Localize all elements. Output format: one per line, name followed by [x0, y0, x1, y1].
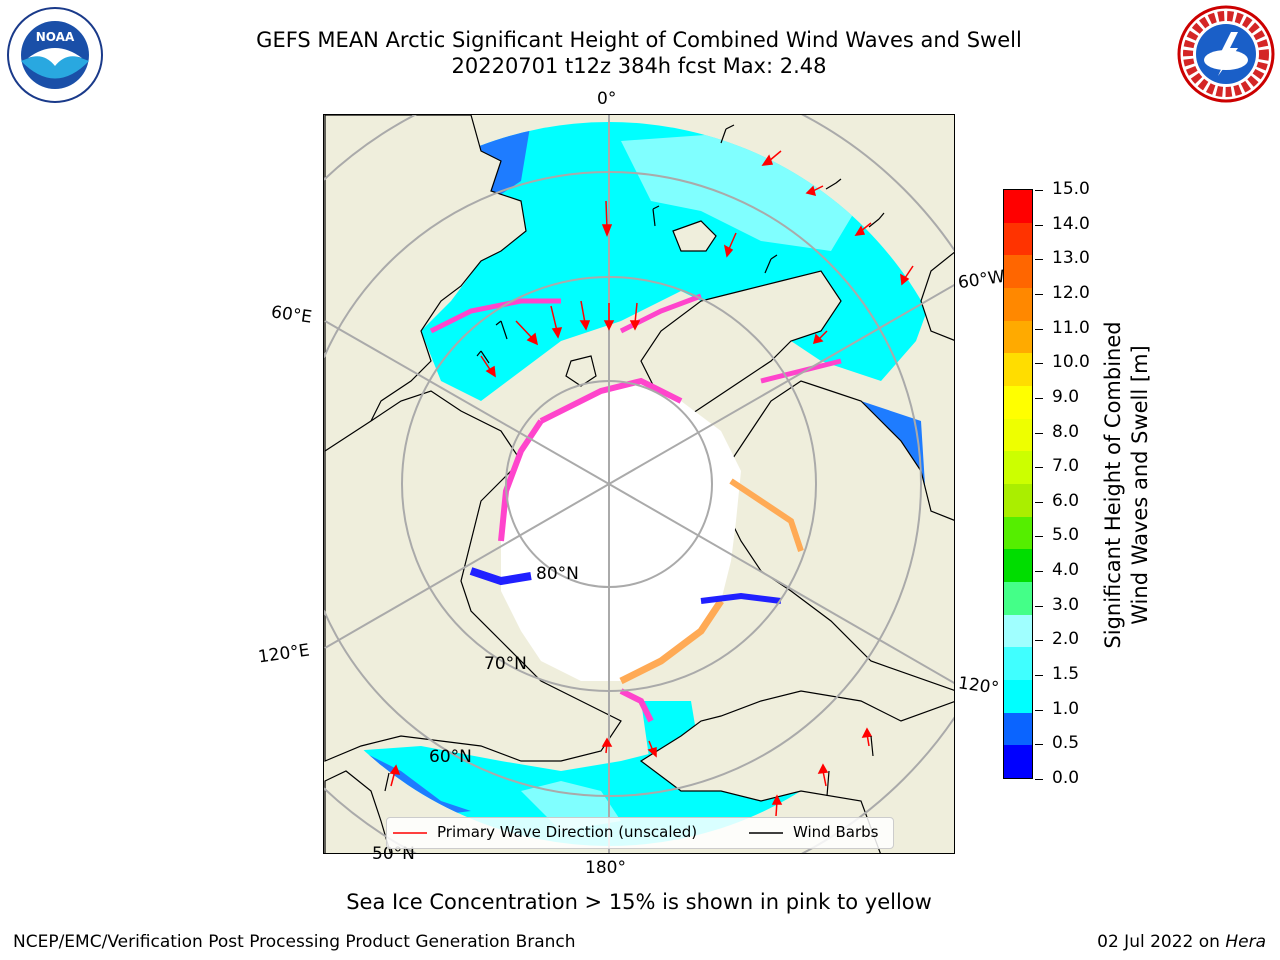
lon-label-180: 180° [585, 858, 626, 878]
colorbar-segment [1004, 614, 1032, 648]
colorbar-tick-label: 2.0 [1052, 629, 1080, 650]
colorbar-tick [1035, 363, 1043, 365]
colorbar-segment [1004, 222, 1032, 256]
noaa-logo-text: NOAA [36, 30, 75, 44]
chart-subtitle: 20220701 t12z 384h fcst Max: 2.48 [451, 54, 827, 78]
colorbar [1003, 189, 1033, 779]
colorbar-tick [1035, 224, 1043, 226]
colorbar-segment [1004, 745, 1032, 778]
colorbar-tick-label: 6.0 [1052, 490, 1080, 511]
colorbar-segment [1004, 288, 1032, 321]
colorbar-segment [1004, 255, 1032, 288]
wave-direction-legend-label: Primary Wave Direction (unscaled) [437, 823, 698, 841]
colorbar-segment [1004, 190, 1032, 223]
colorbar-tick [1035, 571, 1043, 573]
footer-host: Hera [1225, 932, 1266, 952]
lat-label-50: 50°N [372, 844, 415, 864]
colorbar-tick-label: 5.0 [1052, 525, 1080, 546]
colorbar-segment [1004, 680, 1032, 713]
wind-barbs-legend-line [749, 832, 783, 834]
lon-label-120w: 120° [956, 673, 1001, 699]
colorbar-segment [1004, 549, 1032, 582]
colorbar-tick-label: 15.0 [1052, 179, 1090, 199]
colorbar-segment [1004, 451, 1032, 484]
colorbar-tick-label: 11.0 [1052, 317, 1090, 338]
colorbar-tick-label: 0.0 [1052, 768, 1080, 788]
colorbar-segment [1004, 418, 1032, 452]
colorbar-tick-label: 3.0 [1052, 594, 1080, 615]
footer-left: NCEP/EMC/Verification Post Processing Pr… [13, 932, 576, 952]
colorbar-tick [1035, 501, 1043, 503]
colorbar-segment [1004, 320, 1032, 354]
colorbar-tick-label: 1.5 [1052, 664, 1080, 685]
colorbar-tick-label: 8.0 [1052, 421, 1080, 442]
colorbar-label-line1: Significant Height of Combined [1101, 321, 1125, 649]
colorbar-tick [1035, 467, 1043, 469]
sea-ice-note: Sea Ice Concentration > 15% is shown in … [346, 890, 932, 914]
colorbar-tick [1035, 744, 1043, 746]
colorbar-tick [1035, 536, 1043, 538]
nws-logo [1176, 4, 1276, 104]
lon-label-0: 0° [597, 89, 617, 109]
colorbar-tick [1035, 293, 1043, 295]
colorbar-tick-label: 10.0 [1052, 352, 1090, 373]
colorbar-segment [1004, 712, 1032, 746]
colorbar-tick [1035, 432, 1043, 434]
colorbar-tick [1035, 709, 1043, 711]
arctic-map: 80°N 70°N 60°N [323, 114, 955, 854]
map-legend: Primary Wave Direction (unscaled) Wind B… [386, 817, 894, 849]
wave-direction-arrows [389, 150, 914, 817]
colorbar-tick-label: 9.0 [1052, 386, 1080, 407]
wind-barbs-legend-label: Wind Barbs [793, 823, 879, 841]
colorbar-tick [1035, 640, 1043, 642]
lat-label-80: 80°N [536, 564, 579, 584]
lon-label-60e: 60°E [269, 302, 314, 328]
wave-direction-legend-line [393, 832, 427, 834]
land-outlines [324, 115, 954, 853]
wind-barbs [384, 124, 885, 797]
colorbar-tick [1035, 328, 1043, 330]
lat-label-60: 60°N [429, 747, 472, 767]
colorbar-tick-label: 7.0 [1052, 456, 1080, 477]
lat-label-70: 70°N [484, 654, 527, 674]
colorbar-tick-label: 0.5 [1052, 733, 1080, 754]
colorbar-tick-label: 14.0 [1052, 213, 1090, 234]
colorbar-tick-label: 12.0 [1052, 282, 1090, 303]
colorbar-tick-label: 13.0 [1052, 248, 1090, 269]
colorbar-label-line2: Wind Waves and Swell [m] [1128, 345, 1152, 625]
colorbar-segment [1004, 647, 1032, 680]
colorbar-segment [1004, 516, 1032, 550]
lon-label-60w: 60°W [956, 266, 1007, 294]
colorbar-tick-label: 4.0 [1052, 560, 1080, 581]
colorbar-tick [1035, 190, 1043, 191]
colorbar-tick [1035, 605, 1043, 607]
colorbar-segment [1004, 582, 1032, 615]
colorbar-segment [1004, 386, 1032, 419]
lon-label-120e: 120°E [256, 640, 311, 668]
colorbar-tick [1035, 397, 1043, 399]
graticule [324, 115, 954, 853]
colorbar-segment [1004, 353, 1032, 386]
footer-date: 02 Jul 2022 on [1097, 932, 1226, 952]
footer-right: 02 Jul 2022 on Hera [1097, 932, 1266, 952]
colorbar-segment [1004, 484, 1032, 517]
colorbar-tick [1035, 259, 1043, 261]
colorbar-tick [1035, 675, 1043, 677]
colorbar-tick-label: 1.0 [1052, 698, 1080, 719]
colorbar-tick [1035, 779, 1043, 780]
chart-title: GEFS MEAN Arctic Significant Height of C… [256, 28, 1022, 52]
noaa-logo: NOAA [6, 6, 104, 104]
colorbar-label: Significant Height of Combined Wind Wave… [1100, 321, 1154, 648]
